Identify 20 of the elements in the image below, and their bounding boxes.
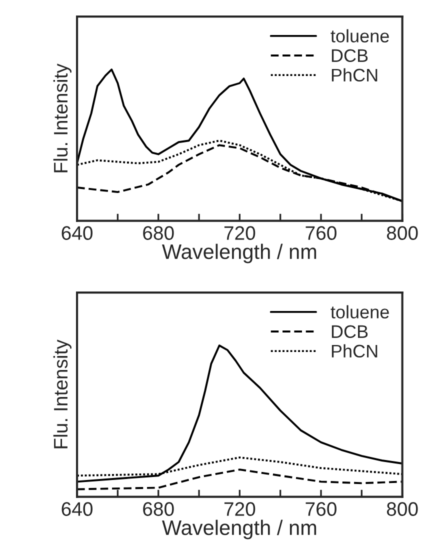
legend-label: DCB [332, 49, 368, 62]
x-tick-label: 760 [306, 502, 336, 516]
legend-label: toluene [330, 305, 389, 318]
legend-label: PhCN [332, 344, 378, 358]
x-tick-label: 640 [62, 502, 92, 516]
x-axis-title: Wavelength / nm [162, 244, 316, 264]
legend-label: toluene [330, 29, 389, 42]
x-axis-title: Wavelength / nm [162, 520, 316, 540]
x-tick-label: 720 [224, 226, 256, 240]
x-tick-label: 680 [143, 502, 174, 516]
legend-label: DCB [332, 325, 368, 338]
x-tick-label: 680 [143, 226, 174, 240]
y-axis-title: Flu. Intensity [53, 64, 72, 172]
x-tick-label: 800 [386, 226, 418, 240]
x-tick-label: 800 [386, 502, 418, 516]
x-tick-label: 640 [62, 226, 92, 240]
legend-label: PhCN [332, 68, 378, 82]
y-axis-title: Flu. Intensity [53, 340, 72, 448]
x-tick-label: 760 [306, 226, 336, 240]
x-tick-label: 720 [224, 502, 256, 516]
